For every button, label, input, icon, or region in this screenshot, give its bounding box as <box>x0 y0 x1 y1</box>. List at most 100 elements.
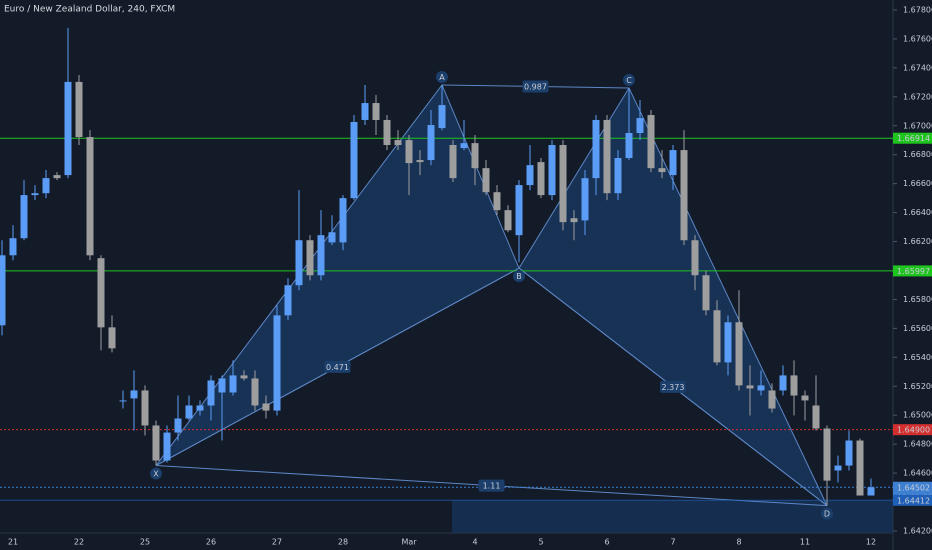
candle-body <box>834 465 842 471</box>
candle-body <box>174 418 182 433</box>
candle-body <box>515 185 523 236</box>
candle-body <box>669 150 677 176</box>
candle-body <box>614 158 622 194</box>
ratio-label: 0.987 <box>524 82 547 91</box>
price-badge <box>893 494 932 506</box>
candle-body <box>757 385 765 391</box>
candle-body <box>339 198 347 243</box>
candle-body <box>284 285 292 316</box>
candle-body <box>856 440 864 496</box>
candle-body <box>229 375 237 393</box>
candle-body <box>416 160 424 163</box>
candle-body <box>273 315 281 411</box>
ratio-badge <box>522 80 549 93</box>
candle-body <box>746 385 754 389</box>
y-tick-label: 1.65800 <box>903 295 932 304</box>
candle-body <box>86 137 94 256</box>
candle-body <box>119 400 127 402</box>
chart-title: Euro / New Zealand Dollar, 240, FXCM <box>4 5 175 15</box>
labels-layer: 0.471 0.987 2.373 1.11 X A B C D <box>150 70 833 520</box>
pattern-point-label: X <box>153 470 159 479</box>
price-badge-label: 1.65997 <box>897 267 930 276</box>
candle-body <box>460 143 468 149</box>
candle-body <box>482 168 490 193</box>
x-tick-label: 12 <box>866 538 876 547</box>
x-tick-label: 5 <box>538 538 543 547</box>
ratio-badge <box>660 380 686 393</box>
candle-body <box>680 150 688 241</box>
y-tick-label: 1.67600 <box>903 34 932 43</box>
y-tick-label: 1.65200 <box>903 382 932 391</box>
candle-body <box>471 143 479 169</box>
candle-body <box>735 322 743 386</box>
candle-body <box>64 81 72 176</box>
pattern-point <box>623 73 635 86</box>
candle-body <box>108 327 116 349</box>
axis-layer: 1.67800 1.67600 1.67400 1.67200 1.67000 1.668… <box>8 5 932 547</box>
candle-body <box>713 310 721 363</box>
x-tick-label: 4 <box>472 538 477 547</box>
y-tick-label: 1.65000 <box>903 411 932 420</box>
candle-body <box>790 375 798 396</box>
candle-body <box>438 105 446 129</box>
y-tick-label: 1.66400 <box>903 208 932 217</box>
candle-body <box>372 103 380 120</box>
lines-layer <box>0 137 893 501</box>
x-tick-label: 22 <box>74 538 84 547</box>
candle-body <box>691 240 699 276</box>
y-tick-label: 1.67800 <box>903 5 932 14</box>
candle-body <box>295 240 303 286</box>
candle-body <box>779 375 787 391</box>
candle-body <box>53 175 61 179</box>
candle-body <box>361 103 369 120</box>
candle-body <box>559 145 567 223</box>
x-tick-label: 8 <box>736 538 741 547</box>
x-tick-label: 7 <box>670 538 675 547</box>
candle-body <box>504 210 512 231</box>
candle-body <box>812 405 820 429</box>
pattern-point-label: B <box>516 272 522 281</box>
candles-layer <box>0 27 875 506</box>
x-tick-label: 25 <box>140 538 150 547</box>
candle-body <box>196 405 204 411</box>
y-tick-label: 1.65400 <box>903 353 932 362</box>
candle-body <box>548 145 556 196</box>
ratio-badge <box>478 479 505 492</box>
candle-body <box>592 119 600 179</box>
candle-body <box>581 178 589 221</box>
candle-body <box>130 390 138 399</box>
pattern-point-label: C <box>626 76 632 85</box>
candle-body <box>0 255 6 326</box>
candle-body <box>493 192 501 211</box>
price-badge-label: 1.64900 <box>897 426 930 435</box>
y-tick-label: 1.67000 <box>903 121 932 130</box>
candle-body <box>42 178 50 194</box>
candle-body <box>317 235 325 276</box>
candle-body <box>867 487 875 496</box>
candle-body <box>801 395 809 401</box>
candle-body <box>20 195 28 239</box>
x-tick-label: Mar <box>401 538 417 547</box>
ratio-label: 0.471 <box>326 363 349 372</box>
candle-body <box>218 378 226 393</box>
candle-body <box>724 322 732 363</box>
candle-body <box>185 405 193 419</box>
y-tick-label: 1.67200 <box>903 92 932 101</box>
y-tick-label: 1.64800 <box>903 440 932 449</box>
candle-body <box>394 140 402 146</box>
pattern-point <box>513 270 525 283</box>
candle-body <box>449 145 457 179</box>
candle-body <box>768 390 776 409</box>
candle-body <box>427 125 435 161</box>
candle-body <box>240 375 248 379</box>
candle-body <box>845 440 853 466</box>
ratio-label: 1.11 <box>483 482 501 491</box>
x-tick-label: 28 <box>338 538 348 547</box>
y-tick-label: 1.66600 <box>903 179 932 188</box>
y-tick-label: 1.65600 <box>903 324 932 333</box>
candle-body <box>9 238 17 256</box>
candle-body <box>251 378 259 406</box>
candle-body <box>350 121 358 199</box>
